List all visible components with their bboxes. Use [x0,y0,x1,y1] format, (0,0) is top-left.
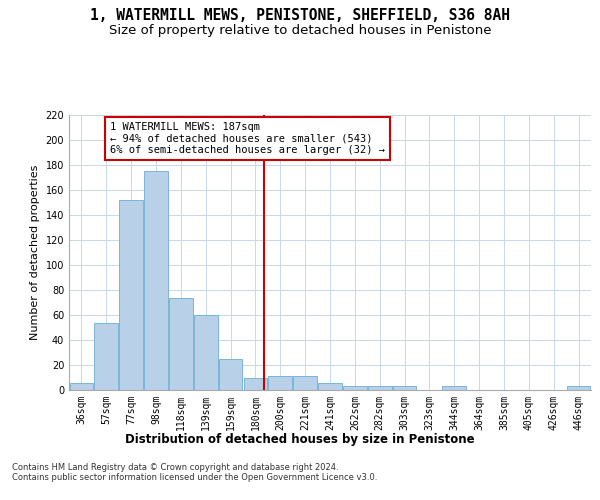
Bar [94,322,118,390]
Bar [219,359,242,390]
Bar [244,378,267,390]
Text: 1, WATERMILL MEWS, PENISTONE, SHEFFIELD, S36 8AH: 1, WATERMILL MEWS, PENISTONE, SHEFFIELD,… [90,8,510,22]
Y-axis label: Number of detached properties: Number of detached properties [30,165,40,340]
Bar [293,376,317,390]
Text: Contains HM Land Registry data © Crown copyright and database right 2024.
Contai: Contains HM Land Registry data © Crown c… [12,462,377,482]
Bar [70,382,93,390]
Bar [194,315,218,390]
Text: 1 WATERMILL MEWS: 187sqm
← 94% of detached houses are smaller (543)
6% of semi-d: 1 WATERMILL MEWS: 187sqm ← 94% of detach… [110,122,385,155]
Bar [343,386,367,390]
Bar [393,386,416,390]
Bar [268,376,292,390]
Text: Distribution of detached houses by size in Penistone: Distribution of detached houses by size … [125,432,475,446]
Bar [442,386,466,390]
Bar [368,386,392,390]
Bar [567,386,590,390]
Bar [144,171,168,390]
Bar [119,200,143,390]
Bar [318,382,342,390]
Bar [169,298,193,390]
Text: Size of property relative to detached houses in Penistone: Size of property relative to detached ho… [109,24,491,37]
